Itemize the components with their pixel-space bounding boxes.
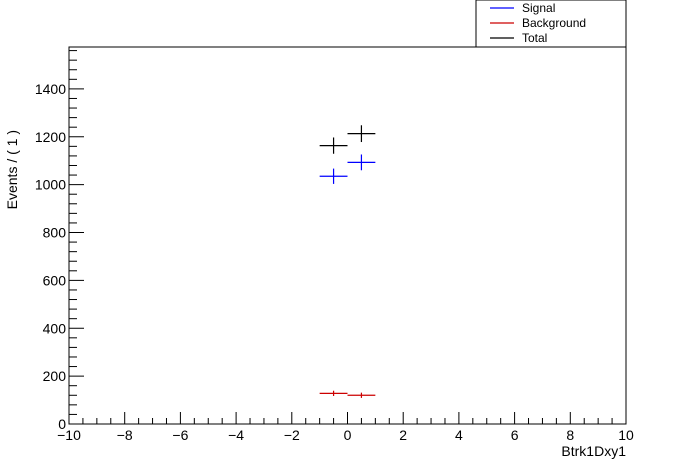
- plot-frame: [68, 46, 627, 425]
- y-tick-label: 800: [43, 225, 67, 241]
- x-axis-title: Btrk1Dxy1: [561, 443, 626, 459]
- x-tick-label: 0: [344, 427, 352, 443]
- x-tick-label: −4: [228, 427, 244, 443]
- y-tick-label: 400: [43, 320, 67, 336]
- x-tick-label: 8: [566, 427, 574, 443]
- y-tick-label: 200: [43, 368, 67, 384]
- background-point: [319, 390, 348, 396]
- y-tick-label: 600: [43, 272, 67, 288]
- legend-label-signal: Signal: [522, 1, 555, 15]
- axes: −10 −8 −6 −4 −2 0 2 4 6 8 10 0 200 400 600 800 1000 1200 1…: [35, 50, 634, 443]
- y-tick-label: 1400: [35, 81, 66, 97]
- x-tick-label: 10: [618, 427, 634, 443]
- legend-label-background: Background: [522, 16, 586, 30]
- x-tick-label: 6: [511, 427, 519, 443]
- signal-point: [319, 168, 348, 184]
- signal-point: [347, 154, 376, 171]
- y-tick-label: 1000: [35, 177, 66, 193]
- data-marks: [319, 125, 376, 398]
- x-tick-label: −2: [284, 427, 300, 443]
- x-tick-label: −8: [117, 427, 133, 443]
- total-point: [347, 125, 376, 143]
- legend-label-total: Total: [522, 31, 547, 45]
- x-tick-label: 4: [455, 427, 463, 443]
- total-point: [319, 137, 348, 154]
- x-tick-label: −6: [172, 427, 188, 443]
- background-point: [347, 392, 376, 398]
- y-tick-label: 0: [58, 416, 66, 432]
- y-tick-label: 1200: [35, 129, 66, 145]
- x-tick-label: 2: [399, 427, 407, 443]
- x-tick-label: −10: [57, 427, 81, 443]
- y-axis-title: Events / ( 1 ): [4, 130, 20, 209]
